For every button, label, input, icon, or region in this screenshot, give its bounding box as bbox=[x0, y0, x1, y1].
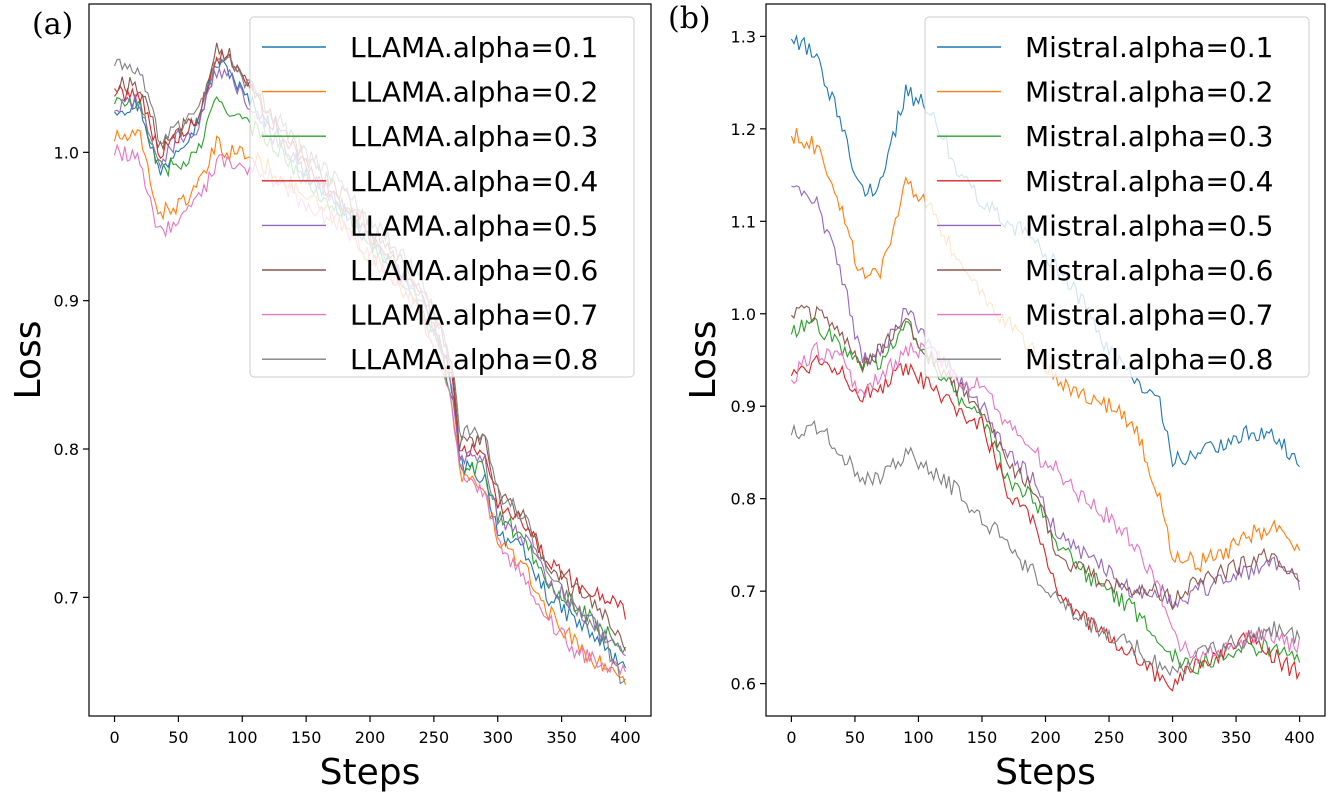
y-tick-label-a: 0.9 bbox=[54, 292, 79, 311]
series-line-b-7 bbox=[790, 341, 1301, 665]
x-tick-label-a: 0 bbox=[109, 728, 119, 747]
x-tick-label-b: 200 bbox=[1030, 728, 1061, 747]
x-tick-label-a: 350 bbox=[546, 728, 577, 747]
x-tick-label-b: 50 bbox=[845, 728, 865, 747]
panel-a-legend: LLAMA.alpha=0.1 LLAMA.alpha=0.2 LLAMA.alph… bbox=[249, 16, 635, 378]
y-tick-label-b: 0.8 bbox=[731, 490, 756, 509]
legend-label-b-1: Mistral.alpha=0.1 bbox=[1025, 31, 1273, 64]
legend-label-b-4: Mistral.alpha=0.4 bbox=[1025, 165, 1273, 198]
x-tick-label-a: 250 bbox=[419, 728, 450, 747]
panel-a-y-axis-label: Loss bbox=[8, 321, 49, 400]
x-tick-label-b: 400 bbox=[1284, 728, 1315, 747]
x-tick-label-a: 150 bbox=[291, 728, 322, 747]
panel-b-x-axis-label: Steps bbox=[995, 752, 1096, 793]
panel-b-y-ticks: 0.6 0.7 0.8 0.9 1.0 1.1 1.2 1.3 bbox=[731, 27, 766, 694]
y-tick-label-b: 1.3 bbox=[731, 27, 756, 46]
x-tick-label-b: 100 bbox=[903, 728, 934, 747]
x-tick-label-b: 350 bbox=[1221, 728, 1252, 747]
legend-label-a-5: LLAMA.alpha=0.5 bbox=[350, 209, 598, 242]
x-tick-label-b: 0 bbox=[786, 728, 796, 747]
legend-label-b-2: Mistral.alpha=0.2 bbox=[1025, 76, 1273, 109]
x-tick-label-a: 200 bbox=[355, 728, 386, 747]
series-line-b-6 bbox=[791, 304, 1300, 611]
panel-a-x-ticks: 0 50 100 150 200 250 300 350 400 bbox=[109, 716, 641, 747]
panel-b-label: (b) bbox=[668, 1, 711, 36]
panel-b-chart: (b) 0 50 100 150 200 250 300 350 400 0.60.70.80.… bbox=[668, 1, 1326, 793]
panel-a-chart: (a) 0 50 100 150 200 250 300 350 400 0.7 0.8 0.9 1.… bbox=[8, 3, 652, 793]
y-tick-label-a: 0.8 bbox=[54, 440, 79, 459]
y-tick-label-b: 0.6 bbox=[731, 675, 756, 694]
legend-label-b-5: Mistral.alpha=0.5 bbox=[1025, 209, 1273, 242]
legend-box-b bbox=[924, 16, 1310, 378]
legend-label-b-7: Mistral.alpha=0.7 bbox=[1025, 299, 1273, 332]
panel-b-legend: Mistral.alpha=0.1 Mistral.alpha=0.2 Mistra… bbox=[924, 16, 1310, 378]
legend-label-a-6: LLAMA.alpha=0.6 bbox=[350, 254, 598, 287]
legend-label-a-8: LLAMA.alpha=0.8 bbox=[350, 343, 598, 376]
legend-label-a-7: LLAMA.alpha=0.7 bbox=[350, 299, 598, 332]
x-tick-label-b: 150 bbox=[967, 728, 998, 747]
y-tick-label-b: 1.0 bbox=[731, 305, 756, 324]
panel-a-label: (a) bbox=[32, 7, 73, 42]
legend-box-a bbox=[249, 16, 635, 378]
y-tick-label-b: 1.2 bbox=[731, 120, 756, 139]
legend-label-b-6: Mistral.alpha=0.6 bbox=[1025, 254, 1273, 287]
legend-label-a-4: LLAMA.alpha=0.4 bbox=[350, 165, 598, 198]
panel-a-plot-frame bbox=[88, 3, 652, 717]
legend-label-a-2: LLAMA.alpha=0.2 bbox=[350, 76, 598, 109]
x-tick-label-b: 250 bbox=[1094, 728, 1125, 747]
series-line-b-8 bbox=[790, 419, 1301, 677]
x-tick-label-a: 50 bbox=[168, 728, 188, 747]
legend-label-b-8: Mistral.alpha=0.8 bbox=[1025, 343, 1273, 376]
x-tick-label-a: 400 bbox=[610, 728, 641, 747]
panel-b-x-ticks: 0 50 100 150 200 250 300 350 400 bbox=[786, 716, 1315, 747]
y-tick-label-a: 0.7 bbox=[54, 588, 79, 607]
panel-a-y-ticks: 0.7 0.8 0.9 1.0 bbox=[54, 143, 89, 607]
x-tick-label-a: 300 bbox=[482, 728, 513, 747]
y-tick-label-b: 0.9 bbox=[731, 397, 756, 416]
y-tick-label-b: 0.7 bbox=[731, 582, 756, 601]
panel-b-y-axis-label: Loss bbox=[683, 321, 724, 400]
legend-label-a-1: LLAMA.alpha=0.1 bbox=[350, 31, 598, 64]
panel-a-x-axis-label: Steps bbox=[320, 752, 421, 793]
panel-b-plot-frame bbox=[765, 3, 1326, 717]
y-tick-label-b: 1.1 bbox=[731, 212, 756, 231]
legend-label-b-3: Mistral.alpha=0.3 bbox=[1025, 120, 1273, 153]
series-line-b-4 bbox=[790, 354, 1301, 692]
x-tick-label-b: 300 bbox=[1157, 728, 1188, 747]
y-tick-label-a: 1.0 bbox=[54, 143, 79, 162]
legend-label-a-3: LLAMA.alpha=0.3 bbox=[350, 120, 598, 153]
x-tick-label-a: 100 bbox=[227, 728, 258, 747]
